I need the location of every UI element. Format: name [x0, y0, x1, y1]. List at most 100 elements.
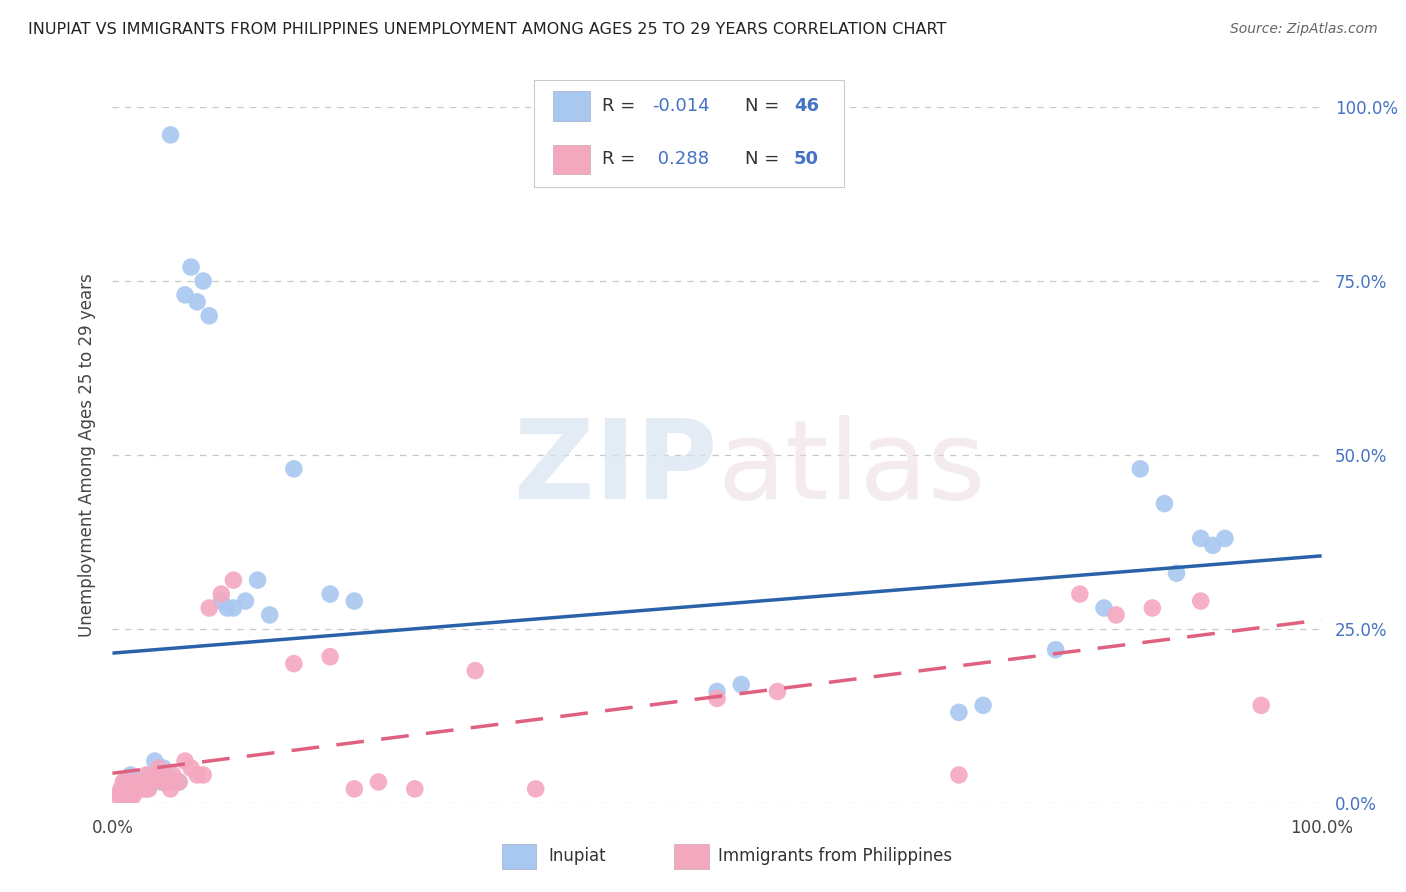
- FancyBboxPatch shape: [553, 145, 591, 175]
- Text: R =: R =: [602, 151, 641, 169]
- Point: [121, 781, 143, 796]
- Point: [114, 781, 136, 796]
- Point: [209, 587, 232, 601]
- Point: [198, 601, 221, 615]
- Text: N =: N =: [745, 151, 785, 169]
- Point: [209, 594, 232, 608]
- Point: [222, 573, 245, 587]
- Point: [235, 594, 257, 608]
- Point: [1129, 462, 1152, 476]
- Point: [404, 781, 426, 796]
- Point: [524, 781, 547, 796]
- Point: [159, 781, 181, 796]
- Point: [111, 781, 134, 796]
- Point: [110, 781, 132, 796]
- Point: [1213, 532, 1236, 546]
- Point: [132, 775, 155, 789]
- Point: [198, 309, 221, 323]
- Point: [138, 781, 160, 796]
- Point: [259, 607, 281, 622]
- Point: [222, 601, 245, 615]
- Point: [186, 294, 208, 309]
- Point: [128, 781, 150, 796]
- Point: [120, 768, 142, 782]
- Point: [246, 573, 269, 587]
- Point: [114, 789, 136, 803]
- Text: Inupiat: Inupiat: [548, 847, 606, 865]
- Text: 50: 50: [794, 151, 820, 169]
- Point: [120, 789, 142, 803]
- Point: [152, 775, 174, 789]
- Point: [1189, 532, 1212, 546]
- Point: [1092, 601, 1115, 615]
- Point: [118, 781, 141, 796]
- Point: [114, 775, 136, 789]
- Point: [115, 781, 138, 796]
- Point: [159, 128, 181, 142]
- Point: [107, 789, 129, 803]
- Point: [948, 706, 970, 720]
- Text: Immigrants from Philippines: Immigrants from Philippines: [718, 847, 953, 865]
- Point: [117, 775, 139, 789]
- Point: [283, 462, 305, 476]
- Point: [167, 775, 190, 789]
- Point: [367, 775, 389, 789]
- Point: [115, 781, 138, 796]
- Point: [148, 768, 170, 782]
- Point: [167, 775, 190, 789]
- Point: [143, 754, 166, 768]
- Point: [343, 781, 366, 796]
- Point: [1142, 601, 1164, 615]
- Point: [162, 775, 184, 789]
- Point: [948, 768, 970, 782]
- Point: [122, 781, 145, 796]
- Point: [152, 761, 174, 775]
- Point: [972, 698, 994, 713]
- Point: [122, 789, 145, 803]
- Point: [112, 775, 135, 789]
- Point: [111, 789, 134, 803]
- Point: [217, 601, 239, 615]
- Point: [156, 775, 179, 789]
- Point: [283, 657, 305, 671]
- Point: [1153, 497, 1175, 511]
- FancyBboxPatch shape: [675, 844, 709, 869]
- Point: [1189, 594, 1212, 608]
- Text: Source: ZipAtlas.com: Source: ZipAtlas.com: [1230, 22, 1378, 37]
- Point: [191, 274, 214, 288]
- Text: -0.014: -0.014: [652, 97, 710, 115]
- Text: 46: 46: [794, 97, 820, 115]
- Point: [138, 768, 160, 782]
- Point: [107, 789, 129, 803]
- Point: [141, 775, 163, 789]
- Text: R =: R =: [602, 97, 641, 115]
- Point: [149, 775, 172, 789]
- Point: [135, 768, 157, 782]
- Text: N =: N =: [745, 97, 785, 115]
- Point: [148, 761, 170, 775]
- Text: ZIP: ZIP: [513, 416, 717, 523]
- Point: [186, 768, 208, 782]
- Point: [730, 677, 752, 691]
- Point: [143, 768, 166, 782]
- Point: [122, 775, 145, 789]
- Point: [141, 775, 163, 789]
- Point: [156, 768, 179, 782]
- Point: [132, 781, 155, 796]
- Point: [1166, 566, 1188, 581]
- Point: [124, 775, 146, 789]
- Text: 0.288: 0.288: [652, 151, 709, 169]
- Point: [128, 775, 150, 789]
- Point: [706, 684, 728, 698]
- FancyBboxPatch shape: [553, 91, 591, 121]
- Point: [343, 594, 366, 608]
- Point: [125, 781, 148, 796]
- Point: [766, 684, 789, 698]
- Point: [174, 754, 197, 768]
- Point: [1250, 698, 1272, 713]
- Point: [464, 664, 486, 678]
- Point: [174, 288, 197, 302]
- Point: [319, 587, 342, 601]
- Text: atlas: atlas: [717, 416, 986, 523]
- Point: [1105, 607, 1128, 622]
